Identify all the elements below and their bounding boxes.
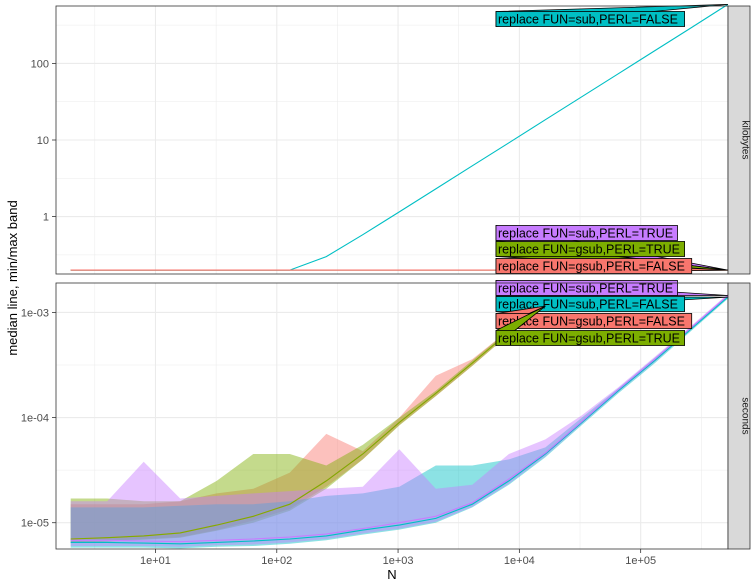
series-label: replace FUN=gsub,PERL=TRUE (498, 243, 680, 257)
band-replace-fun-gsub-perl-false (70, 304, 546, 543)
median-line-replace-fun-sub-perl-false (70, 296, 729, 545)
series-label: replace FUN=sub,PERL=FALSE (498, 13, 678, 27)
facet-strip-label: seconds (740, 397, 751, 434)
band-replace-fun-sub-perl-false (70, 295, 728, 549)
label-box-replace-fun-sub-perl-false (495, 11, 686, 27)
median-line-replace-fun-gsub-perl-true (70, 305, 546, 540)
y-tick-label: 1e-04 (21, 413, 49, 425)
series-label: replace FUN=gsub,PERL=FALSE (498, 315, 685, 329)
y-tick-label: 1 (43, 212, 49, 224)
y-tick-label: 1e-03 (21, 307, 49, 319)
label-box-replace-fun-sub-perl-true (495, 225, 678, 241)
facet-strip (727, 5, 751, 275)
x-tick-label: 1e+01 (140, 555, 171, 567)
label-box-replace-fun-sub-perl-true (495, 280, 678, 296)
x-tick-label: 1e+04 (504, 555, 535, 567)
series-label: replace FUN=gsub,PERL=FALSE (498, 260, 685, 274)
band-replace-fun-gsub-perl-true (70, 304, 546, 544)
x-tick-label: 1e+02 (261, 555, 292, 567)
median-line-replace-fun-sub-perl-true (70, 295, 729, 543)
x-tick-label: 1e+03 (383, 555, 414, 567)
band-replace-fun-sub-perl-true (70, 293, 728, 547)
label-box-replace-fun-gsub-perl-false (495, 313, 693, 329)
y-axis-title: median line, min/max band (5, 200, 20, 355)
x-axis-title: N (387, 567, 396, 582)
x-tick-label: 1e+05 (625, 555, 656, 567)
y-tick-label: 100 (31, 58, 49, 70)
facet-strip (727, 282, 751, 550)
panel-kilobytes: replace FUN=sub,PERL=FALSE replace FUN=su… (31, 3, 751, 275)
y-tick-label: 1e-05 (21, 518, 49, 530)
series-label: replace FUN=sub,PERL=TRUE (498, 282, 673, 296)
label-box-replace-fun-gsub-perl-false (495, 258, 693, 274)
label-box-replace-fun-gsub-perl-true (495, 241, 686, 257)
y-tick-label: 10 (37, 135, 49, 147)
label-box-replace-fun-gsub-perl-true (495, 330, 686, 346)
series-label: replace FUN=gsub,PERL=TRUE (498, 332, 680, 346)
facet-strip-label: kilobytes (740, 121, 751, 160)
series-label: replace FUN=sub,PERL=TRUE (498, 227, 673, 241)
